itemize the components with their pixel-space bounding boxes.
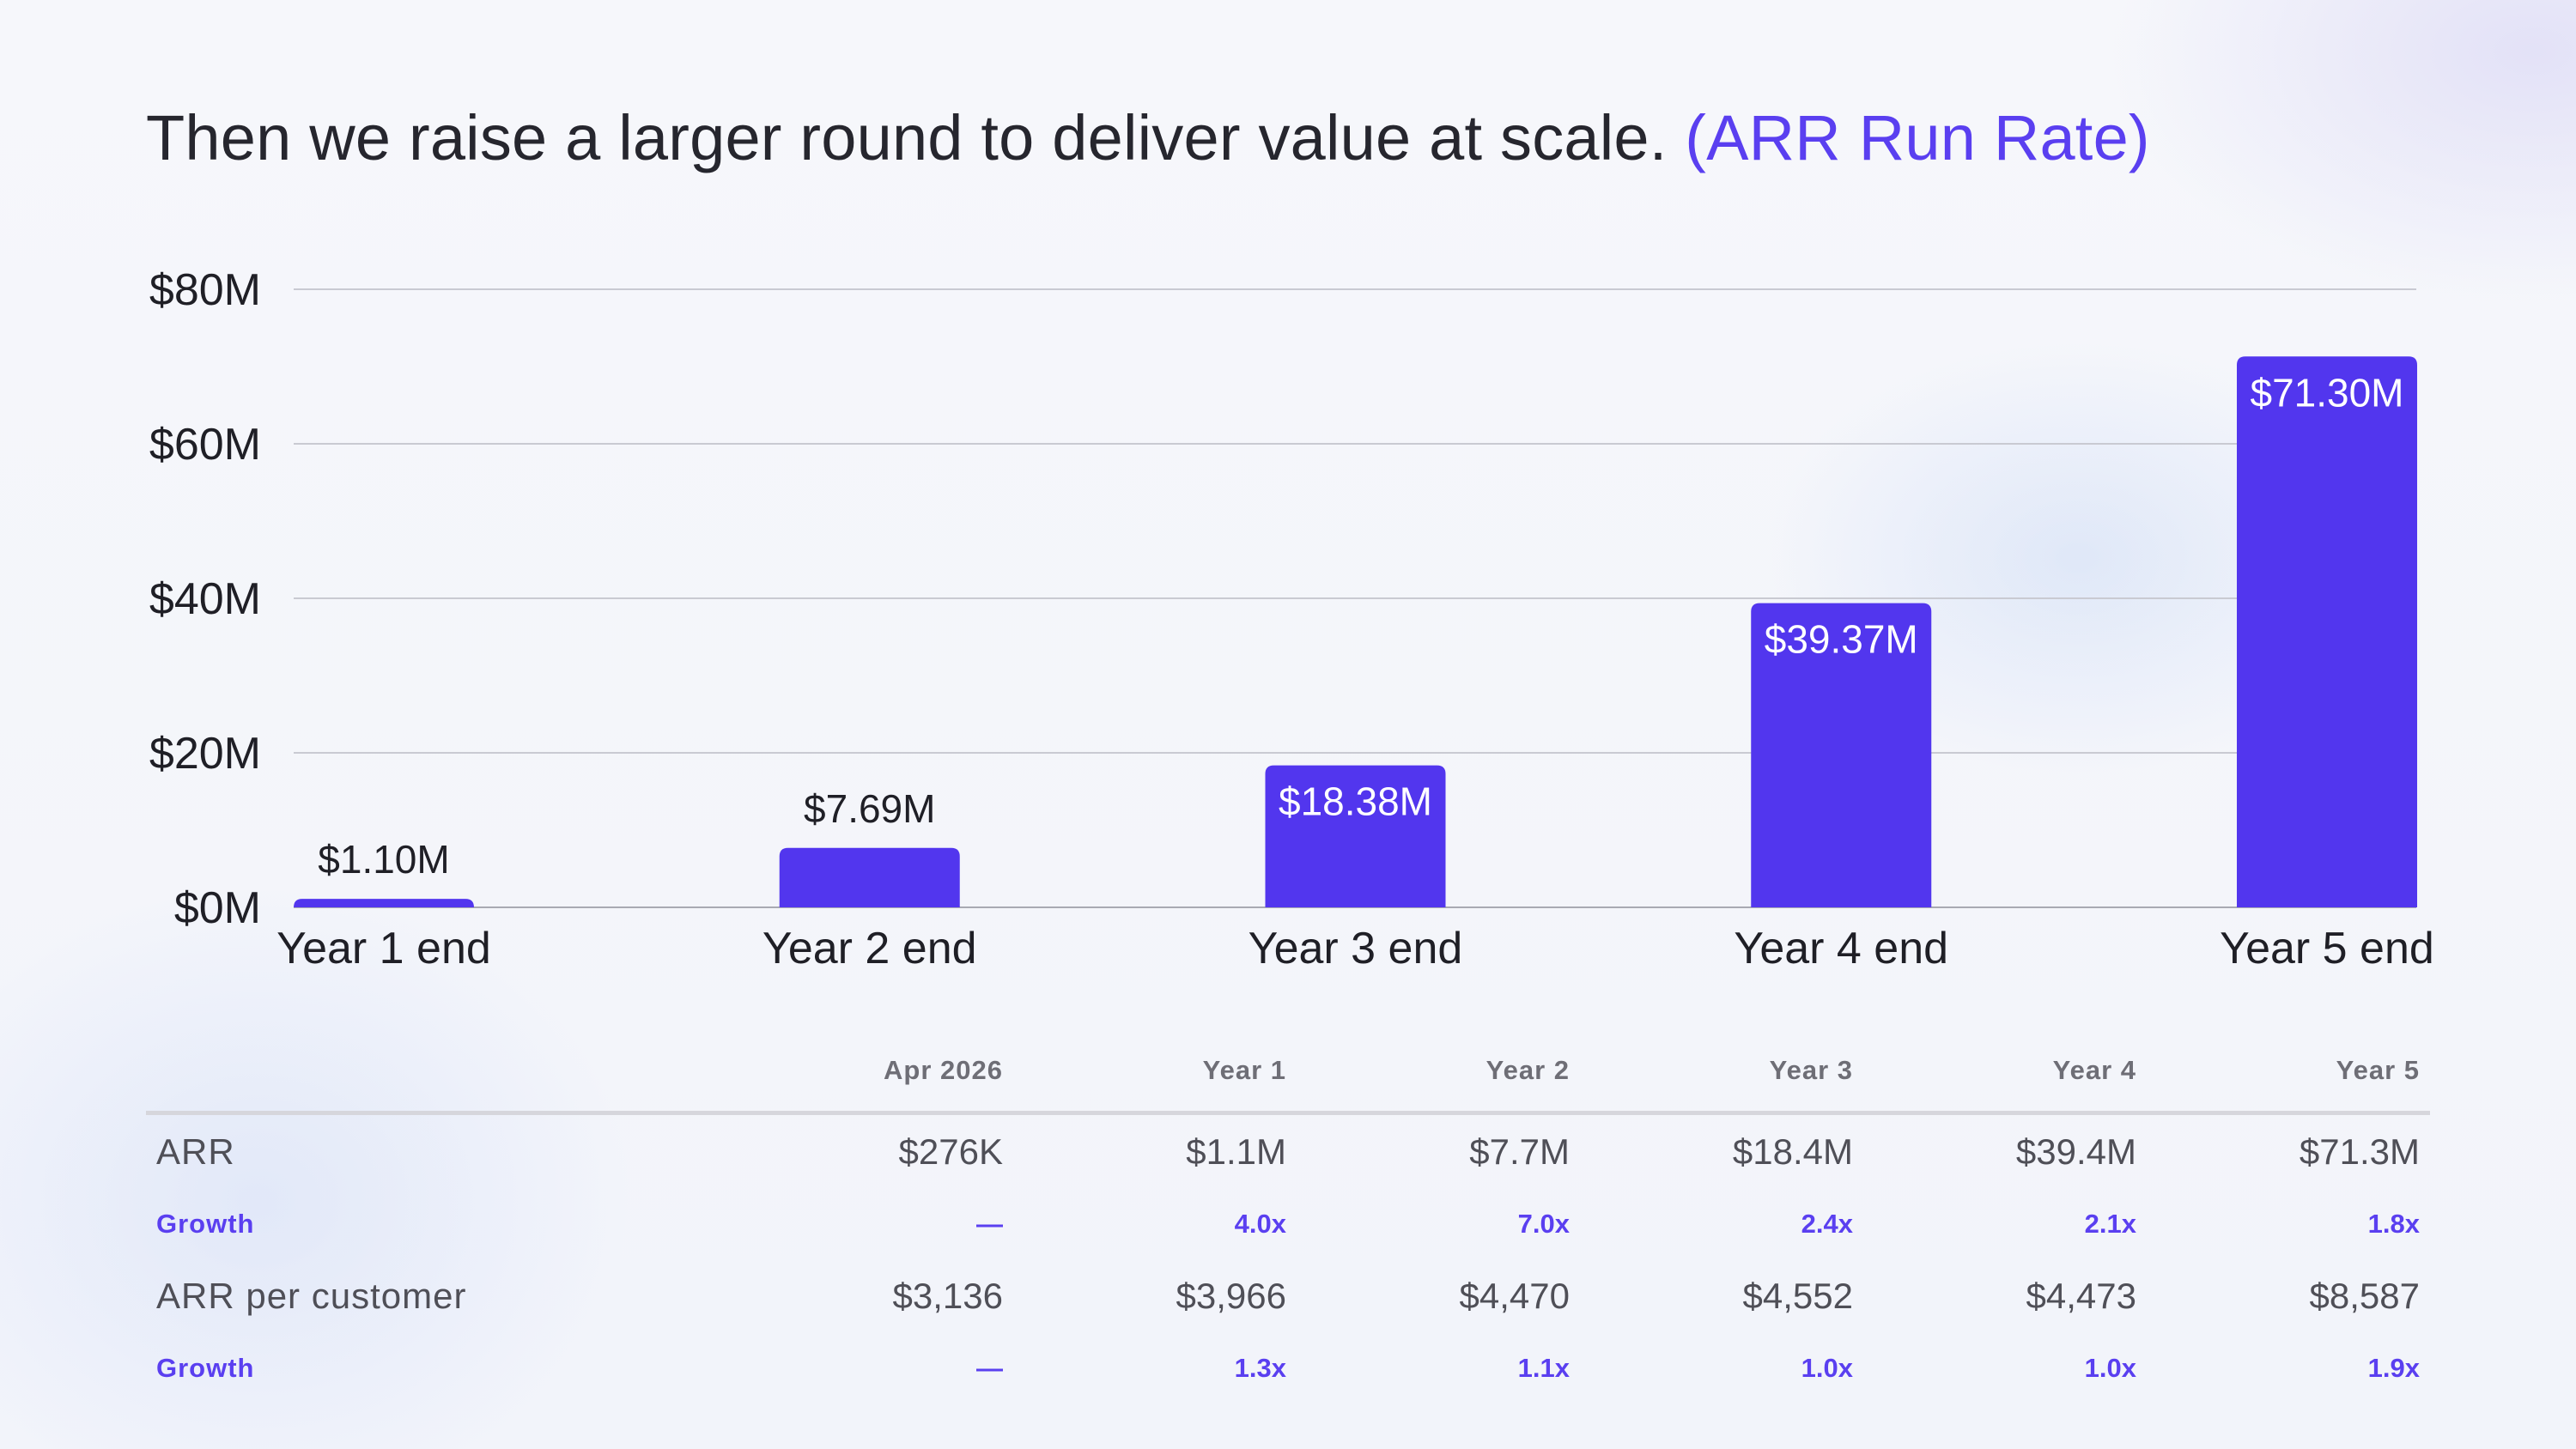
table-cell: $71.3M	[2299, 1131, 2420, 1172]
table-header-row: Apr 2026 Year 1 Year 2 Year 3 Year 4 Yea…	[146, 1030, 2430, 1115]
column-header-year-4: Year 4	[1863, 1030, 2147, 1115]
table-cell: —	[976, 1353, 1003, 1383]
y-tick-label: $40M	[149, 574, 261, 624]
table-row-arr-per-customer: ARR per customer $3,136 $3,966 $4,470 $4…	[146, 1259, 2430, 1333]
bar	[294, 899, 474, 907]
bar	[1265, 765, 1446, 907]
table-cell: $18.4M	[1732, 1131, 1853, 1172]
x-category-label: Year 2 end	[762, 924, 977, 973]
table-row-arr-per-customer-growth: Growth — 1.3x 1.1x 1.0x 1.0x 1.9x	[146, 1333, 2430, 1404]
table-cell: 1.1x	[1517, 1353, 1570, 1383]
table-cell: $4,473	[2026, 1276, 2136, 1316]
column-header-year-3: Year 3	[1580, 1030, 1863, 1115]
bar-data-label: $7.69M	[804, 786, 935, 831]
table-cell: 1.0x	[1801, 1353, 1853, 1383]
table-cell: $3,136	[892, 1276, 1003, 1316]
row-label: ARR	[156, 1131, 235, 1172]
column-header-label	[146, 1030, 730, 1115]
table-cell: 2.4x	[1801, 1209, 1853, 1239]
slide-title: Then we raise a larger round to deliver …	[146, 101, 2150, 174]
table-cell: 4.0x	[1234, 1209, 1286, 1239]
x-category-label: Year 3 end	[1249, 924, 1463, 973]
bar-data-label: $1.10M	[318, 837, 449, 882]
y-tick-label: $60M	[149, 420, 261, 470]
row-label: Growth	[156, 1209, 255, 1239]
table-cell: $39.4M	[2015, 1131, 2136, 1172]
arr-metrics-table: Apr 2026 Year 1 Year 2 Year 3 Year 4 Yea…	[146, 1030, 2430, 1404]
table-cell: $4,470	[1459, 1276, 1570, 1316]
table-cell: $3,966	[1176, 1276, 1286, 1316]
table-row-arr-growth: Growth — 4.0x 7.0x 2.4x 2.1x 1.8x	[146, 1189, 2430, 1259]
column-header-year-1: Year 1	[1013, 1030, 1297, 1115]
table-cell: $1.1M	[1186, 1131, 1286, 1172]
y-tick-label: $20M	[149, 729, 261, 779]
table-cell: $4,552	[1742, 1276, 1853, 1316]
y-tick-label: $0M	[174, 883, 261, 933]
row-label: ARR per customer	[156, 1276, 467, 1316]
bar	[1751, 603, 1932, 907]
x-category-label: Year 1 end	[276, 924, 491, 973]
bar	[2237, 356, 2417, 907]
table-cell: —	[976, 1209, 1003, 1239]
table-cell: 7.0x	[1517, 1209, 1570, 1239]
column-header-apr-2026: Apr 2026	[730, 1030, 1013, 1115]
x-category-label: Year 4 end	[1734, 924, 1948, 973]
y-tick-label: $80M	[149, 265, 261, 315]
table-cell: 2.1x	[2084, 1209, 2136, 1239]
title-main: Then we raise a larger round to deliver …	[146, 102, 1668, 173]
title-accent: (ARR Run Rate)	[1685, 102, 2150, 173]
arr-bar-chart: $0M $20M $40M $60M $80M $1.10M Year 1 end $7.69…	[149, 265, 2434, 973]
bar-data-label: $39.37M	[1765, 617, 1918, 662]
table-cell: $8,587	[2309, 1276, 2420, 1316]
table-cell: 1.9x	[2367, 1353, 2420, 1383]
column-header-year-2: Year 2	[1297, 1030, 1580, 1115]
bar	[779, 847, 960, 907]
bar-data-label: $71.30M	[2250, 370, 2403, 415]
table-row-arr: ARR $276K $1.1M $7.7M $18.4M $39.4M $71.…	[146, 1113, 2430, 1190]
column-header-year-5: Year 5	[2147, 1030, 2430, 1115]
table-cell: 1.0x	[2084, 1353, 2136, 1383]
table-cell: 1.8x	[2367, 1209, 2420, 1239]
table-cell: $7.7M	[1469, 1131, 1570, 1172]
x-category-label: Year 5 end	[2220, 924, 2434, 973]
table-cell: 1.3x	[1234, 1353, 1286, 1383]
bar-data-label: $18.38M	[1279, 779, 1432, 824]
row-label: Growth	[156, 1353, 255, 1383]
table-cell: $276K	[898, 1131, 1003, 1172]
